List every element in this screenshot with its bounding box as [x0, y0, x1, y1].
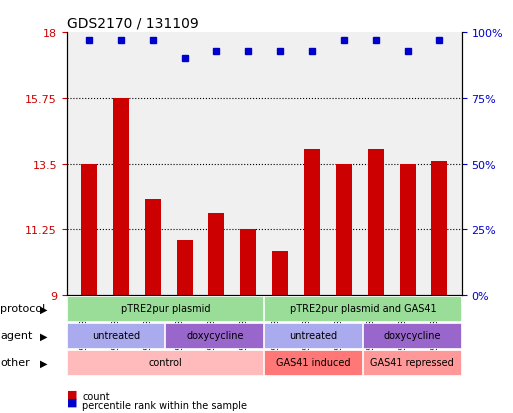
Text: ▶: ▶: [40, 330, 47, 341]
Bar: [145, 199, 161, 295]
Bar: [400, 164, 416, 295]
Text: ▶: ▶: [40, 304, 47, 314]
Bar: [272, 252, 288, 295]
Bar: [431, 161, 447, 295]
Text: count: count: [82, 392, 110, 401]
Text: pTRE2pur plasmid and GAS41: pTRE2pur plasmid and GAS41: [290, 304, 436, 314]
Text: doxycycline: doxycycline: [384, 330, 441, 341]
Text: percentile rank within the sample: percentile rank within the sample: [82, 400, 247, 410]
Text: doxycycline: doxycycline: [186, 330, 244, 341]
Bar: [304, 150, 320, 295]
Text: ▶: ▶: [40, 357, 47, 368]
Text: ■: ■: [67, 397, 77, 407]
Text: other: other: [0, 357, 30, 368]
Bar: [113, 99, 129, 295]
Bar: [81, 164, 97, 295]
Text: agent: agent: [0, 330, 32, 341]
Text: untreated: untreated: [289, 330, 338, 341]
Text: control: control: [149, 357, 182, 368]
Bar: [368, 150, 384, 295]
Text: protocol: protocol: [0, 304, 45, 314]
Bar: [240, 230, 256, 295]
Text: pTRE2pur plasmid: pTRE2pur plasmid: [121, 304, 210, 314]
Bar: [336, 164, 352, 295]
Text: ■: ■: [67, 389, 77, 399]
Bar: [176, 240, 192, 295]
Text: untreated: untreated: [92, 330, 140, 341]
Bar: [208, 214, 224, 295]
Text: GAS41 induced: GAS41 induced: [277, 357, 351, 368]
Text: GDS2170 / 131109: GDS2170 / 131109: [67, 17, 199, 31]
Text: GAS41 repressed: GAS41 repressed: [370, 357, 454, 368]
